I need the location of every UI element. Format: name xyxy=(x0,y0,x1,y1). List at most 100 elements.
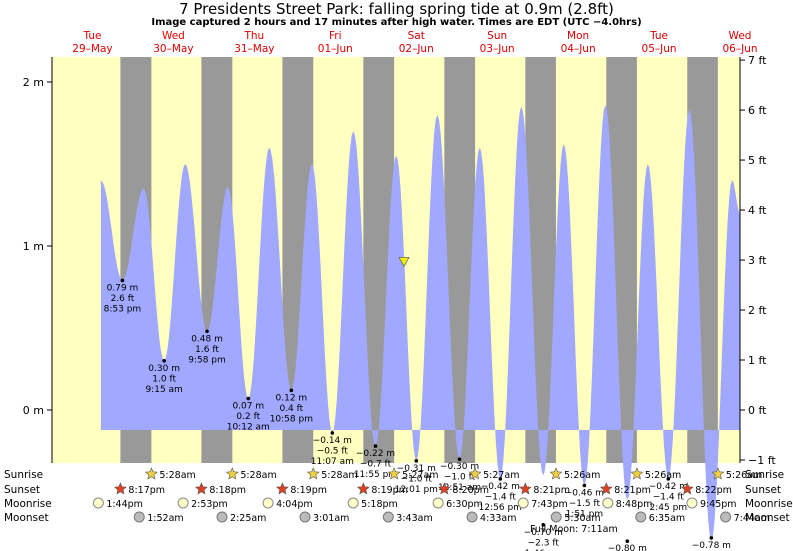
event-time: 5:28am xyxy=(159,470,195,481)
event-time: 5:26am xyxy=(726,470,762,481)
event-time: 8:22pm xyxy=(695,485,732,496)
day-label: Fri xyxy=(329,30,342,42)
low-tide-label: 2:45 pm xyxy=(650,503,688,513)
left-tick-label: 2 m xyxy=(23,76,44,89)
low-tide-label: 0.30 m xyxy=(148,364,180,374)
sunrise-star-icon xyxy=(306,467,320,480)
low-tide-dot xyxy=(498,477,503,481)
right-tick-label: 3 ft xyxy=(748,254,767,267)
low-tide-label: 0.79 m xyxy=(107,283,139,293)
sunset-star-icon xyxy=(518,482,532,495)
low-tide-dot xyxy=(709,536,714,540)
event-time: 4:04pm xyxy=(276,499,313,510)
right-tick-label: 2 ft xyxy=(748,304,767,317)
moonset-circle-icon xyxy=(720,511,732,523)
event-time: 5:30am xyxy=(564,513,600,524)
day-label: Sat xyxy=(408,30,425,42)
moonset-circle-icon xyxy=(466,511,478,523)
moonrise-circle-icon xyxy=(517,497,529,509)
right-tick-label: 1 ft xyxy=(748,354,767,367)
low-tide-label: −0.46 m xyxy=(565,488,604,498)
event-time: 5:28am xyxy=(240,470,276,481)
sunrise-star-icon xyxy=(468,467,482,480)
event-row-label-right: Moonset xyxy=(745,512,790,524)
low-tide-label: 12:51 am xyxy=(438,483,481,493)
event-time: 8:18pm xyxy=(209,485,246,496)
date-label: 31–May xyxy=(234,43,274,55)
date-label: 05–Jun xyxy=(642,43,677,55)
date-label: 03–Jun xyxy=(480,43,515,55)
sunset-star-icon xyxy=(356,482,370,495)
low-tide-label: 1:51 pm xyxy=(566,509,604,519)
event-time: 2:53pm xyxy=(191,499,228,510)
event-time: 1:44pm xyxy=(106,499,143,510)
low-tide-dot xyxy=(205,329,209,334)
low-tide-label: −0.31 m xyxy=(397,464,436,474)
low-tide-label: −0.42 m xyxy=(481,482,520,492)
day-label: Mon xyxy=(567,30,589,42)
date-label: 02–Jun xyxy=(399,43,434,55)
moonrise-circle-icon xyxy=(262,497,274,509)
low-tide-dot xyxy=(625,539,630,543)
sunrise-star-icon xyxy=(225,467,239,480)
low-tide-label: −0.7 ft xyxy=(360,460,392,470)
low-tide-label: −2.3 ft xyxy=(528,538,560,548)
low-tide-label: −0.14 m xyxy=(313,436,352,446)
date-label: 04–Jun xyxy=(561,43,596,55)
right-tick-label: 0 ft xyxy=(748,404,767,417)
low-tide-label: 10:12 am xyxy=(227,423,270,433)
page-subtitle: Image captured 2 hours and 17 minutes af… xyxy=(151,17,642,28)
low-tide-label: −1.0 ft xyxy=(401,474,433,484)
low-tide-dot xyxy=(289,388,294,393)
moonrise-circle-icon xyxy=(177,497,189,509)
date-label: 01–Jun xyxy=(318,43,353,55)
low-tide-label: 1.6 ft xyxy=(195,345,219,355)
event-row-label-right: Sunset xyxy=(745,484,781,496)
moonrise-circle-icon xyxy=(92,497,104,509)
low-tide-label: 0.12 m xyxy=(276,393,308,403)
low-tide-dot xyxy=(120,278,125,283)
sunrise-star-icon xyxy=(711,467,725,480)
low-tide-label: −0.5 ft xyxy=(317,446,349,456)
low-tide-label: 8:53 pm xyxy=(104,304,142,314)
event-time: 8:19pm xyxy=(290,485,327,496)
event-time: 5:27am xyxy=(402,470,438,481)
day-label: Wed xyxy=(729,30,752,42)
moonset-circle-icon xyxy=(216,511,228,523)
day-label: Wed xyxy=(162,30,185,42)
low-tide-label: 1.0 ft xyxy=(152,374,176,384)
low-tide-dot xyxy=(162,359,166,363)
event-time: 8:19pm xyxy=(371,485,408,496)
day-label: Tue xyxy=(83,30,102,42)
low-tide-dot xyxy=(541,523,546,527)
low-tide-label: 9:58 pm xyxy=(188,355,226,365)
event-time: 9:45pm xyxy=(700,499,737,510)
event-time: 8:48pm xyxy=(616,499,653,510)
sunset-star-icon xyxy=(113,482,127,495)
day-label: Thu xyxy=(243,30,264,42)
event-row-label: Sunset xyxy=(4,484,40,496)
sunset-star-icon xyxy=(275,482,289,495)
event-row-label-right: Sunrise xyxy=(745,469,784,481)
low-tide-label: −0.30 m xyxy=(440,462,479,472)
moonset-circle-icon xyxy=(382,511,394,523)
right-tick-label: 5 ft xyxy=(748,154,767,167)
low-tide-label: −0.22 m xyxy=(356,449,395,459)
low-tide-label: 0.2 ft xyxy=(236,412,260,422)
low-tide-label: 9:15 am xyxy=(145,385,182,395)
event-time: 6:35am xyxy=(649,513,685,524)
event-time: 7:44am xyxy=(734,513,770,524)
low-tide-dot xyxy=(373,444,378,448)
low-tide-label: −1.4 ft xyxy=(485,492,517,502)
low-tide-label: −0.42 m xyxy=(649,482,688,492)
event-time: 3:43am xyxy=(396,513,432,524)
date-label: 06–Jun xyxy=(722,43,757,55)
event-row-label-right: Moonrise xyxy=(745,498,793,510)
event-time: 3:01am xyxy=(313,513,349,524)
event-time: 5:26am xyxy=(564,470,600,481)
left-tick-label: 0 m xyxy=(23,404,44,417)
sunset-star-icon xyxy=(680,482,694,495)
sunrise-star-icon xyxy=(630,467,644,480)
